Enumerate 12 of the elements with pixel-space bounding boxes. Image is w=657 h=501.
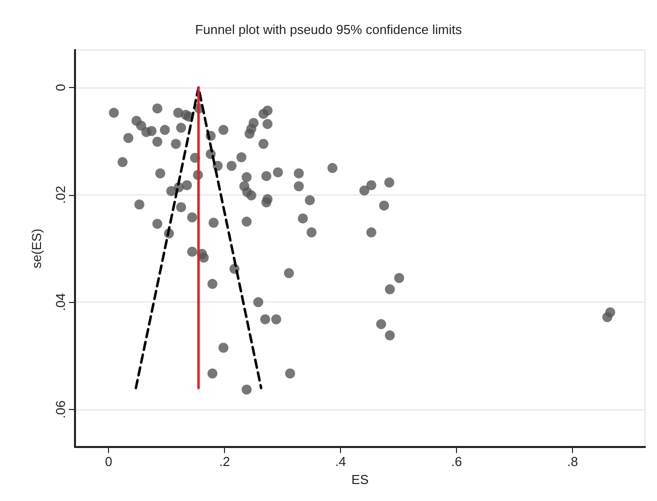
y-tick-label: .06 — [53, 400, 68, 418]
y-tick-label: 0 — [53, 84, 68, 92]
x-tick-label: .8 — [567, 454, 578, 469]
chart-title: Funnel plot with pseudo 95% confidence limits — [195, 22, 462, 37]
x-tick-label: .4 — [335, 454, 346, 469]
x-tick-label: 0 — [105, 454, 112, 469]
y-tick-label: .04 — [53, 293, 68, 312]
x-tick-label: .2 — [219, 454, 230, 469]
y-axis-title: se(ES) — [29, 228, 44, 268]
y-tick-label: .02 — [53, 186, 68, 204]
x-tick-label: .6 — [451, 454, 462, 469]
x-axis-title: ES — [351, 472, 369, 487]
